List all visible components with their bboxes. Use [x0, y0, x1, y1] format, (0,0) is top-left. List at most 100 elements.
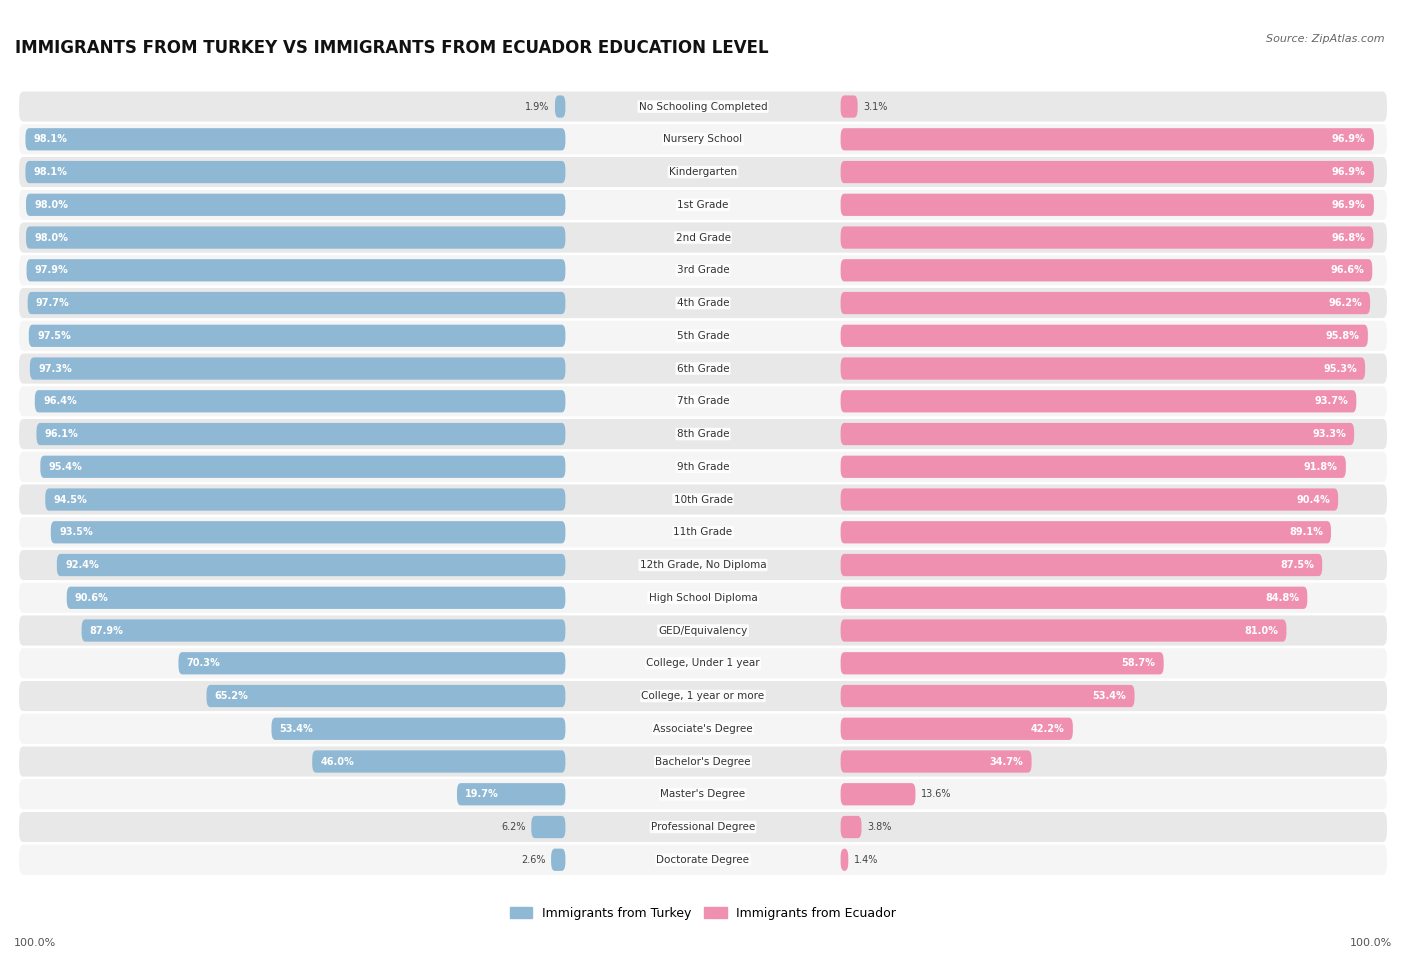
FancyBboxPatch shape — [28, 325, 565, 347]
FancyBboxPatch shape — [841, 848, 848, 871]
Text: 97.5%: 97.5% — [37, 331, 70, 341]
FancyBboxPatch shape — [25, 226, 565, 249]
FancyBboxPatch shape — [41, 455, 565, 478]
Text: 96.4%: 96.4% — [44, 396, 77, 407]
FancyBboxPatch shape — [271, 718, 565, 740]
FancyBboxPatch shape — [20, 812, 1386, 842]
Text: 19.7%: 19.7% — [465, 790, 499, 799]
FancyBboxPatch shape — [20, 451, 1386, 482]
Text: Doctorate Degree: Doctorate Degree — [657, 855, 749, 865]
FancyBboxPatch shape — [841, 522, 1331, 543]
Text: Source: ZipAtlas.com: Source: ZipAtlas.com — [1267, 34, 1385, 44]
Text: 95.8%: 95.8% — [1326, 331, 1360, 341]
Text: 98.1%: 98.1% — [34, 167, 67, 177]
Text: 95.3%: 95.3% — [1323, 364, 1357, 373]
FancyBboxPatch shape — [841, 292, 1369, 314]
FancyBboxPatch shape — [37, 423, 565, 446]
Text: 70.3%: 70.3% — [187, 658, 221, 668]
Text: 4th Grade: 4th Grade — [676, 298, 730, 308]
FancyBboxPatch shape — [841, 816, 862, 838]
FancyBboxPatch shape — [20, 648, 1386, 679]
Text: 9th Grade: 9th Grade — [676, 462, 730, 472]
FancyBboxPatch shape — [35, 390, 565, 412]
FancyBboxPatch shape — [20, 288, 1386, 318]
Text: 97.7%: 97.7% — [37, 298, 70, 308]
FancyBboxPatch shape — [841, 423, 1354, 446]
Text: 53.4%: 53.4% — [1092, 691, 1126, 701]
FancyBboxPatch shape — [20, 615, 1386, 645]
FancyBboxPatch shape — [555, 96, 565, 118]
FancyBboxPatch shape — [841, 488, 1339, 511]
FancyBboxPatch shape — [20, 681, 1386, 711]
FancyBboxPatch shape — [27, 259, 565, 282]
FancyBboxPatch shape — [51, 522, 565, 543]
Text: 7th Grade: 7th Grade — [676, 396, 730, 407]
FancyBboxPatch shape — [841, 455, 1346, 478]
Text: 89.1%: 89.1% — [1289, 527, 1323, 537]
Text: 87.5%: 87.5% — [1279, 560, 1315, 570]
FancyBboxPatch shape — [20, 485, 1386, 515]
Text: 34.7%: 34.7% — [990, 757, 1024, 766]
FancyBboxPatch shape — [20, 321, 1386, 351]
FancyBboxPatch shape — [20, 354, 1386, 383]
Text: High School Diploma: High School Diploma — [648, 593, 758, 603]
FancyBboxPatch shape — [20, 92, 1386, 122]
Text: Master's Degree: Master's Degree — [661, 790, 745, 799]
Text: 96.9%: 96.9% — [1331, 135, 1365, 144]
FancyBboxPatch shape — [45, 488, 565, 511]
FancyBboxPatch shape — [841, 96, 858, 118]
FancyBboxPatch shape — [20, 517, 1386, 547]
Text: 53.4%: 53.4% — [280, 723, 314, 734]
Text: 8th Grade: 8th Grade — [676, 429, 730, 439]
Text: 11th Grade: 11th Grade — [673, 527, 733, 537]
Text: Bachelor's Degree: Bachelor's Degree — [655, 757, 751, 766]
FancyBboxPatch shape — [841, 161, 1374, 183]
FancyBboxPatch shape — [457, 783, 565, 805]
Text: 84.8%: 84.8% — [1265, 593, 1299, 603]
Text: 10th Grade: 10th Grade — [673, 494, 733, 504]
FancyBboxPatch shape — [312, 751, 565, 772]
Text: 96.2%: 96.2% — [1329, 298, 1362, 308]
FancyBboxPatch shape — [841, 554, 1322, 576]
FancyBboxPatch shape — [179, 652, 565, 675]
Text: No Schooling Completed: No Schooling Completed — [638, 101, 768, 111]
FancyBboxPatch shape — [531, 816, 565, 838]
Text: 93.3%: 93.3% — [1312, 429, 1346, 439]
FancyBboxPatch shape — [841, 619, 1286, 642]
FancyBboxPatch shape — [841, 587, 1308, 609]
Text: 94.5%: 94.5% — [53, 494, 87, 504]
Text: 3.8%: 3.8% — [868, 822, 891, 832]
Text: 3.1%: 3.1% — [863, 101, 887, 111]
Text: 87.9%: 87.9% — [90, 626, 124, 636]
FancyBboxPatch shape — [841, 751, 1032, 772]
Text: 46.0%: 46.0% — [321, 757, 354, 766]
Text: 97.3%: 97.3% — [38, 364, 72, 373]
Text: 91.8%: 91.8% — [1303, 462, 1337, 472]
FancyBboxPatch shape — [25, 128, 565, 150]
Text: 6.2%: 6.2% — [502, 822, 526, 832]
Text: Kindergarten: Kindergarten — [669, 167, 737, 177]
Legend: Immigrants from Turkey, Immigrants from Ecuador: Immigrants from Turkey, Immigrants from … — [505, 902, 901, 924]
Text: 58.7%: 58.7% — [1122, 658, 1156, 668]
FancyBboxPatch shape — [841, 358, 1365, 379]
FancyBboxPatch shape — [841, 783, 915, 805]
FancyBboxPatch shape — [841, 718, 1073, 740]
Text: 96.9%: 96.9% — [1331, 167, 1365, 177]
FancyBboxPatch shape — [841, 226, 1374, 249]
Text: 1st Grade: 1st Grade — [678, 200, 728, 210]
Text: 100.0%: 100.0% — [1350, 938, 1392, 948]
Text: Professional Degree: Professional Degree — [651, 822, 755, 832]
Text: Nursery School: Nursery School — [664, 135, 742, 144]
FancyBboxPatch shape — [207, 684, 565, 707]
Text: 90.4%: 90.4% — [1296, 494, 1330, 504]
FancyBboxPatch shape — [20, 747, 1386, 776]
Text: 92.4%: 92.4% — [65, 560, 98, 570]
Text: 100.0%: 100.0% — [14, 938, 56, 948]
FancyBboxPatch shape — [551, 848, 565, 871]
Text: 95.4%: 95.4% — [49, 462, 83, 472]
Text: 98.0%: 98.0% — [34, 233, 67, 243]
FancyBboxPatch shape — [25, 161, 565, 183]
FancyBboxPatch shape — [841, 128, 1374, 150]
Text: 98.1%: 98.1% — [34, 135, 67, 144]
FancyBboxPatch shape — [56, 554, 565, 576]
